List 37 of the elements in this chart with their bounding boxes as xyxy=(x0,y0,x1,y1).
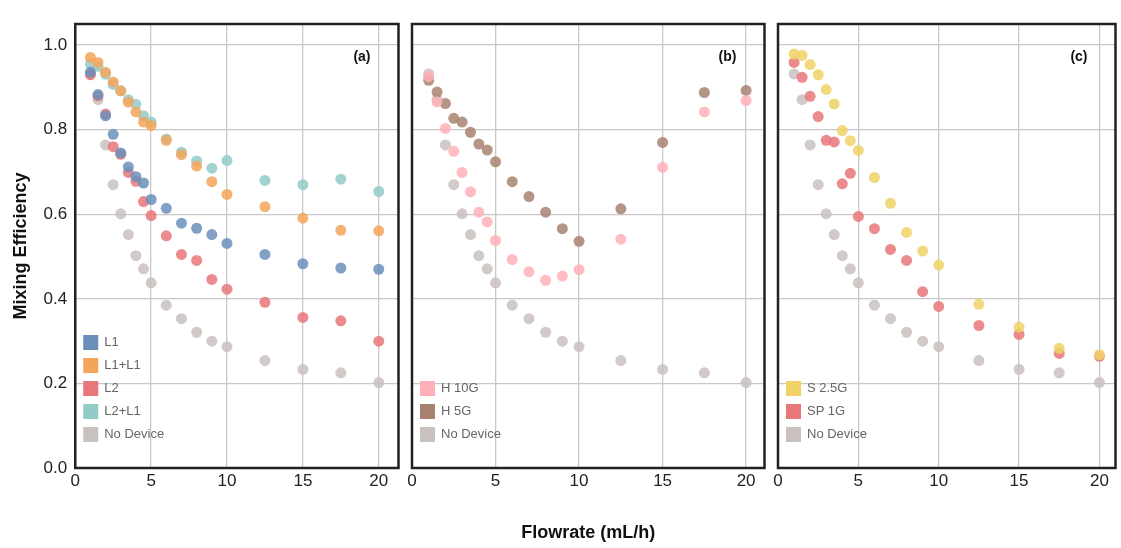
x-tick-label: 20 xyxy=(1089,470,1109,490)
y-tick-label: 0.0 xyxy=(43,457,68,477)
x-tick-label: 0 xyxy=(773,470,783,490)
annotation: (b) xyxy=(718,47,737,64)
y-tick-label: 0.2 xyxy=(43,373,68,393)
x-tick-label: 5 xyxy=(853,470,864,490)
x-tick-label: 20 xyxy=(369,470,389,490)
x-tick-label: 5 xyxy=(146,470,156,490)
legend-label: No Device xyxy=(441,426,501,442)
legend-label: L2+L1 xyxy=(104,403,141,419)
legend-label: SP 1G xyxy=(807,403,846,419)
y-tick-label: 1.0 xyxy=(43,34,68,54)
legend-label: L1+L1 xyxy=(104,357,141,373)
x-tick-label: 0 xyxy=(407,470,417,490)
legend-label: L2 xyxy=(104,380,119,396)
annotation: (a) xyxy=(353,47,371,64)
annotation: (c) xyxy=(1070,47,1088,64)
x-tick-label: 15 xyxy=(1009,470,1029,490)
y-tick-label: 0.4 xyxy=(43,288,68,308)
legend-label: No Device xyxy=(807,426,867,442)
y-tick-label: 0.6 xyxy=(43,203,68,223)
x-tick-label: 15 xyxy=(293,470,313,490)
x-tick-label: 10 xyxy=(569,470,589,490)
x-tick-label: 10 xyxy=(929,470,949,490)
x-tick-label: 0 xyxy=(70,470,80,490)
x-tick-label: 5 xyxy=(490,470,501,490)
x-tick-label: 20 xyxy=(736,470,756,490)
y-axis-title: Mixing Efficiency xyxy=(9,172,30,320)
legend-label: H 10G xyxy=(441,380,479,396)
x-tick-label: 15 xyxy=(653,470,673,490)
y-tick-label: 0.8 xyxy=(43,119,68,139)
x-axis-title: Flowrate (mL/h) xyxy=(521,522,656,543)
x-tick-label: 10 xyxy=(217,470,237,490)
legend-label: L1 xyxy=(104,334,119,350)
legend-label: S 2.5G xyxy=(807,380,848,396)
legend-label: H 5G xyxy=(441,403,472,419)
legend-label: No Device xyxy=(104,426,165,442)
